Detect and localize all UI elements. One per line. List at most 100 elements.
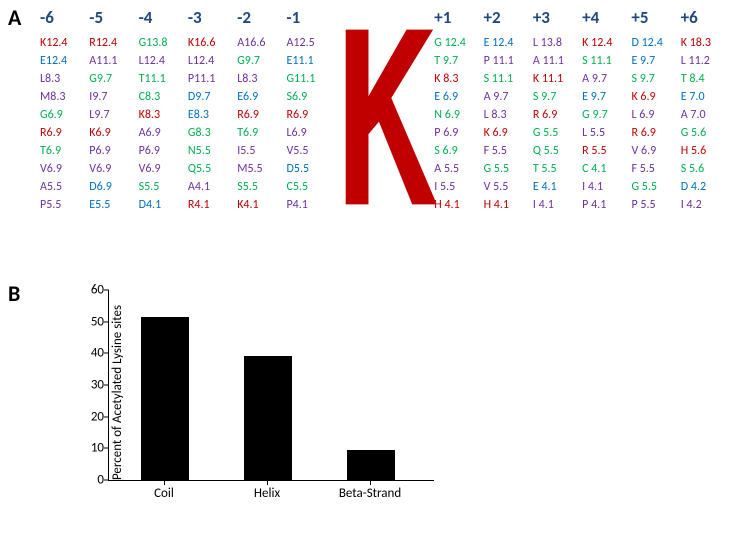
matrix-cell: P4.1 bbox=[286, 198, 335, 212]
matrix-cell: P 5.5 bbox=[631, 198, 680, 212]
matrix-cell: R6.9 bbox=[40, 126, 89, 140]
matrix-header-cell: +4 bbox=[582, 7, 631, 28]
matrix-cell: K6.9 bbox=[89, 126, 138, 140]
matrix-cell: L 11.2 bbox=[681, 54, 730, 68]
matrix-cell: G11.1 bbox=[286, 72, 335, 86]
matrix-cell: E12.4 bbox=[40, 54, 89, 68]
matrix-cell: L 8.3 bbox=[484, 108, 533, 122]
matrix-cell: K4.1 bbox=[237, 198, 286, 212]
matrix-cell: S 9.7 bbox=[631, 72, 680, 86]
matrix-cell: T 5.5 bbox=[533, 162, 582, 176]
matrix-cell: I 4.2 bbox=[681, 198, 730, 212]
matrix-cell: G9.7 bbox=[237, 54, 286, 68]
matrix-cell: K 6.9 bbox=[631, 90, 680, 104]
matrix-cell: L6.9 bbox=[286, 126, 335, 140]
matrix-cell: S 9.7 bbox=[533, 90, 582, 104]
matrix-cell: V5.5 bbox=[286, 144, 335, 158]
matrix-cell: R4.1 bbox=[188, 198, 237, 212]
chart-ytick-label: 30 bbox=[70, 379, 104, 392]
chart-xtick-mark bbox=[164, 480, 165, 485]
matrix-cell: T 8.4 bbox=[681, 72, 730, 86]
matrix-cell: V 5.5 bbox=[484, 180, 533, 194]
chart-plot-area bbox=[108, 290, 434, 481]
matrix-cell: S 6.9 bbox=[434, 144, 483, 158]
matrix-cell: R6.9 bbox=[286, 108, 335, 122]
matrix-cell: C8.3 bbox=[139, 90, 188, 104]
matrix-cell: V6.9 bbox=[139, 162, 188, 176]
matrix-cell: E8.3 bbox=[188, 108, 237, 122]
matrix-header-cell: -4 bbox=[139, 7, 188, 28]
chart-ytick-label: 50 bbox=[70, 315, 104, 328]
matrix-cell: E 7.0 bbox=[681, 90, 730, 104]
matrix-cell: P 11.1 bbox=[484, 54, 533, 68]
chart-xtick-mark bbox=[370, 480, 371, 485]
matrix-cell: K 6.9 bbox=[484, 126, 533, 140]
matrix-cell: L12.4 bbox=[188, 54, 237, 68]
matrix-cell: T11.1 bbox=[139, 72, 188, 86]
matrix-cell: R 5.5 bbox=[582, 144, 631, 158]
matrix-cell: L12.4 bbox=[139, 54, 188, 68]
matrix-cell: K16.6 bbox=[188, 36, 237, 50]
matrix-cell: A 9.7 bbox=[582, 72, 631, 86]
matrix-cell: N5.5 bbox=[188, 144, 237, 158]
matrix-header-cell: -5 bbox=[89, 7, 138, 28]
matrix-cell: G9.7 bbox=[89, 72, 138, 86]
matrix-cell: A 11.1 bbox=[533, 54, 582, 68]
matrix-cell: S 5.6 bbox=[681, 162, 730, 176]
matrix-cell: K12.4 bbox=[40, 36, 89, 50]
chart-ytick-label: 40 bbox=[70, 347, 104, 360]
matrix-cell: L 5.5 bbox=[582, 126, 631, 140]
matrix-cell: L8.3 bbox=[40, 72, 89, 86]
chart-bar bbox=[347, 450, 395, 480]
matrix-cell: G 9.7 bbox=[582, 108, 631, 122]
matrix-cell: L9.7 bbox=[89, 108, 138, 122]
matrix-cell: E11.1 bbox=[286, 54, 335, 68]
matrix-cell: P11.1 bbox=[188, 72, 237, 86]
matrix-cell: R 6.9 bbox=[533, 108, 582, 122]
matrix-cell: M8.3 bbox=[40, 90, 89, 104]
matrix-cell: K 8.3 bbox=[434, 72, 483, 86]
matrix-cell: T6.9 bbox=[40, 144, 89, 158]
matrix-header-cell: -6 bbox=[40, 7, 89, 28]
matrix-cell: R12.4 bbox=[89, 36, 138, 50]
matrix-cell: A4.1 bbox=[188, 180, 237, 194]
chart-xtick-label: Beta-Strand bbox=[339, 486, 401, 501]
matrix-header-cell: +6 bbox=[681, 7, 730, 28]
matrix-cell: R 6.9 bbox=[631, 126, 680, 140]
matrix-cell: A6.9 bbox=[139, 126, 188, 140]
matrix-cell: R6.9 bbox=[237, 108, 286, 122]
matrix-cell: A16.6 bbox=[237, 36, 286, 50]
matrix-cell: K 18.3 bbox=[681, 36, 730, 50]
matrix-cell: V6.9 bbox=[89, 162, 138, 176]
matrix-cell: A 7.0 bbox=[681, 108, 730, 122]
chart-xtick-label: Coil bbox=[154, 486, 174, 501]
matrix-cell: I5.5 bbox=[237, 144, 286, 158]
matrix-cell: G 5.5 bbox=[631, 180, 680, 194]
matrix-cell: P5.5 bbox=[40, 198, 89, 212]
matrix-cell: D9.7 bbox=[188, 90, 237, 104]
matrix-cell: C 4.1 bbox=[582, 162, 631, 176]
matrix-cell: Q 5.5 bbox=[533, 144, 582, 158]
matrix-cell: F 5.5 bbox=[484, 144, 533, 158]
matrix-cell: D 4.2 bbox=[681, 180, 730, 194]
matrix-cell: I 5.5 bbox=[434, 180, 483, 194]
matrix-cell: E6.9 bbox=[237, 90, 286, 104]
central-lysine-k bbox=[340, 22, 435, 212]
matrix-cell: E 6.9 bbox=[434, 90, 483, 104]
matrix-cell: G8.3 bbox=[188, 126, 237, 140]
secondary-structure-chart: Percent of Acetylated Lysine sites 01020… bbox=[60, 290, 460, 512]
matrix-cell: A12.5 bbox=[286, 36, 335, 50]
matrix-header-cell: +5 bbox=[631, 7, 680, 28]
matrix-cell: G 5.5 bbox=[533, 126, 582, 140]
matrix-cell: K 12.4 bbox=[582, 36, 631, 50]
matrix-header-cell: +2 bbox=[484, 7, 533, 28]
chart-bar bbox=[244, 356, 292, 480]
chart-ytick-label: 10 bbox=[70, 442, 104, 455]
matrix-cell: A 5.5 bbox=[434, 162, 483, 176]
chart-bar bbox=[141, 317, 189, 480]
matrix-cell: S 11.1 bbox=[582, 54, 631, 68]
matrix-cell: S 11.1 bbox=[484, 72, 533, 86]
matrix-cell: V6.9 bbox=[40, 162, 89, 176]
matrix-cell: T6.9 bbox=[237, 126, 286, 140]
matrix-cell: T 9.7 bbox=[434, 54, 483, 68]
